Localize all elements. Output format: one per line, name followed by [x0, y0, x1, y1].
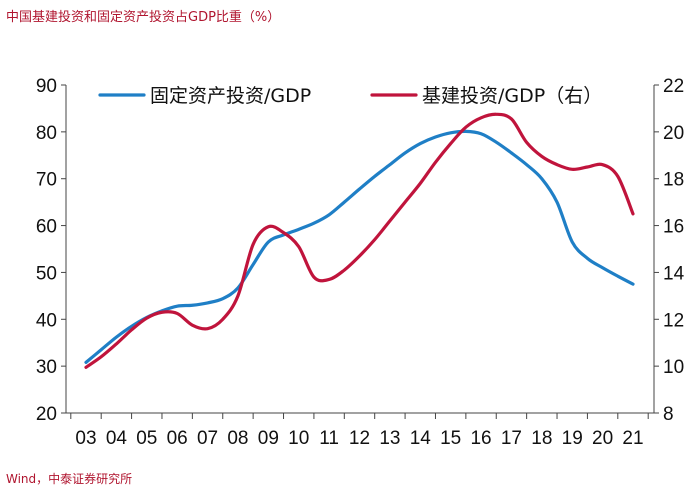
x-tick-label: 05 [136, 428, 157, 449]
left-tick-label: 30 [36, 357, 57, 378]
series-line-infrastructure-investment [84, 112, 635, 369]
x-tick-label: 07 [197, 428, 218, 449]
x-tick-label: 17 [501, 428, 522, 449]
x-tick-label: 15 [440, 428, 461, 449]
x-tick-label: 20 [592, 428, 613, 449]
x-tick-label: 16 [470, 428, 491, 449]
left-tick-label: 80 [36, 123, 57, 144]
x-tick-label: 03 [75, 428, 96, 449]
right-tick-label: 18 [663, 170, 684, 191]
right-tick-label: 12 [663, 310, 684, 331]
x-axis-ticks: 03 04 05 06 07 08 09 10 11 12 13 14 15 16 17 18 19 20 21 [70, 413, 649, 449]
left-tick-label: 20 [36, 404, 57, 425]
chart-title: 中国基建投资和固定资产投资占GDP比重（%） [6, 10, 281, 25]
x-tick-label: 09 [258, 428, 279, 449]
x-tick-label: 21 [622, 428, 643, 449]
right-axis-ticks: 8 10 12 14 16 18 20 22 [654, 76, 685, 425]
left-tick-label: 60 [36, 217, 57, 238]
x-tick-label: 19 [562, 428, 583, 449]
right-tick-label: 16 [663, 217, 684, 238]
x-tick-label: 06 [167, 428, 188, 449]
series-lines [84, 112, 635, 369]
legend-label: 基建投资/GDP（右） [422, 85, 602, 107]
x-tick-label: 14 [410, 428, 432, 449]
x-tick-label: 08 [227, 428, 248, 449]
left-tick-label: 40 [36, 310, 57, 331]
axes [65, 85, 655, 414]
right-tick-label: 10 [663, 357, 684, 378]
right-tick-label: 22 [663, 76, 684, 97]
x-tick-label: 04 [106, 428, 128, 449]
right-tick-label: 14 [663, 263, 685, 284]
right-tick-label: 8 [663, 404, 674, 425]
x-tick-label: 11 [319, 428, 339, 449]
x-tick-label: 10 [288, 428, 309, 449]
source-note: Wind，中泰证券研究所 [6, 472, 133, 486]
legend: 固定资产投资/GDP 基建投资/GDP（右） [98, 85, 602, 107]
left-tick-label: 70 [36, 170, 57, 191]
x-tick-label: 13 [379, 428, 400, 449]
left-tick-label: 50 [36, 263, 57, 284]
left-axis-ticks: 20 30 40 50 60 70 80 90 [36, 76, 66, 425]
x-tick-label: 12 [349, 428, 370, 449]
legend-label: 固定资产投资/GDP [150, 85, 311, 107]
left-tick-label: 90 [36, 76, 57, 97]
series-line-fixed-asset-investment [84, 129, 635, 364]
x-tick-label: 18 [531, 428, 552, 449]
right-tick-label: 20 [663, 123, 684, 144]
